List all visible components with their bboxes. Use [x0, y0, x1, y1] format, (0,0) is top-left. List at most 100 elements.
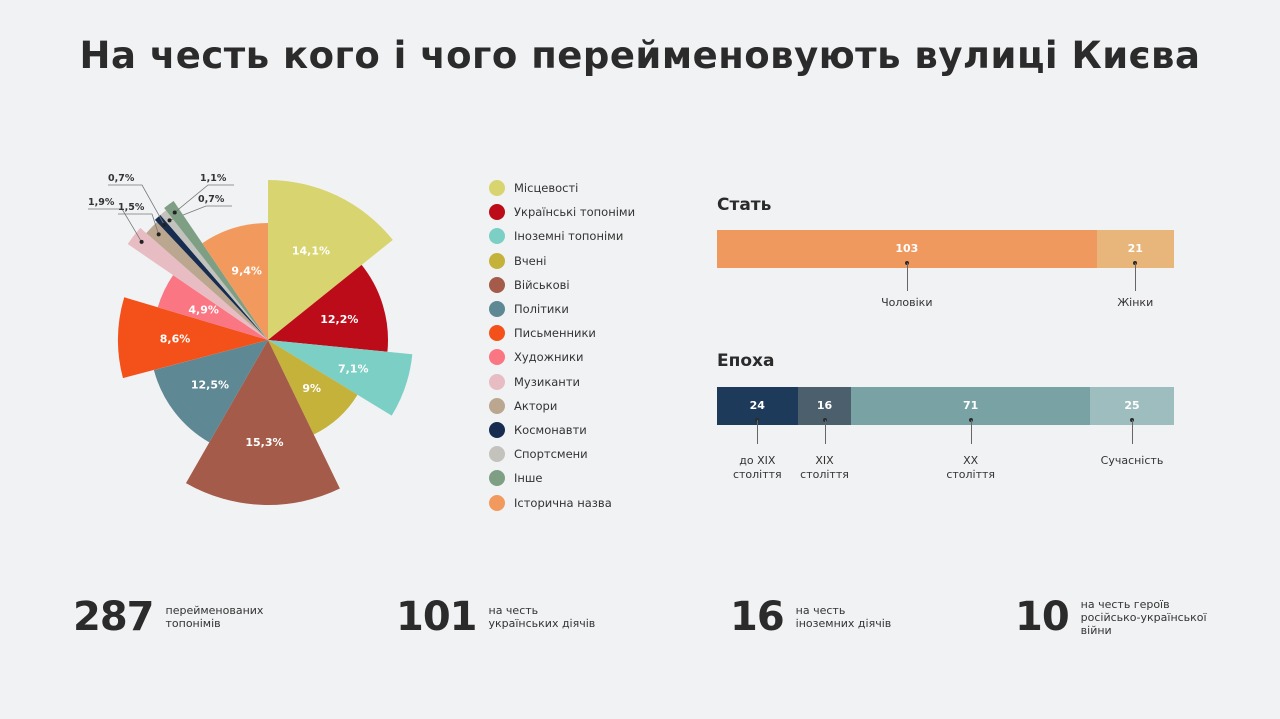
- leader-line: [906, 263, 908, 291]
- leader-dot: [172, 210, 177, 215]
- leader-dot: [167, 218, 172, 223]
- pie-label: 0,7%: [198, 194, 225, 205]
- pie-label: 1,1%: [200, 173, 227, 184]
- pie-label: 1,5%: [118, 202, 145, 213]
- epoch-title: Епоха: [717, 351, 775, 371]
- pie-slice-6: [118, 297, 269, 379]
- legend-label: Письменники: [514, 326, 596, 341]
- stat-ukrainian: 101 на честь українських діячів: [396, 594, 595, 640]
- stat-text: на честь українських діячів: [488, 604, 596, 630]
- pie-slice-7: [157, 275, 268, 340]
- pie-slice-8: [127, 227, 269, 340]
- legend-swatch: [489, 228, 505, 245]
- pie-slice-5: [153, 340, 268, 443]
- leader-line: [118, 213, 160, 235]
- legend-label: Іноземні топоніми: [514, 229, 624, 244]
- pie-slice-0: [268, 180, 393, 340]
- pie-label: 1,9%: [88, 197, 115, 208]
- legend-swatch: [489, 301, 505, 318]
- bar-value: 103: [895, 242, 919, 255]
- bar-value: 24: [749, 399, 765, 412]
- legend-label: Українські топоніми: [514, 205, 636, 220]
- bar-category-label: Чоловіки: [881, 296, 933, 309]
- pie-chart: 14,1%12,2%7,1%9%15,3%12,5%8,6%4,9%1,9% 1,…: [88, 173, 413, 505]
- pie-label: 12,2%: [320, 313, 358, 326]
- bar-value: 16: [816, 399, 833, 412]
- leader-line: [1131, 420, 1133, 444]
- legend-swatch: [489, 204, 505, 221]
- pie-slice-12: [164, 201, 268, 340]
- bar-category-label: XX століття: [946, 454, 996, 481]
- leader-dot: [156, 232, 161, 237]
- legend-swatch: [489, 446, 505, 463]
- legend-swatch: [489, 180, 505, 197]
- pie-label: 4,9%: [188, 303, 219, 316]
- pie-label: 14,1%: [292, 245, 330, 258]
- legend-item: Історична назва: [489, 490, 635, 514]
- pie-slice-13: [202, 223, 268, 340]
- gender-title: Стать: [717, 195, 772, 215]
- pie-label: 7,1%: [338, 363, 369, 376]
- leader-line: [757, 420, 759, 444]
- leader-line: [824, 420, 826, 444]
- legend-swatch: [489, 252, 505, 269]
- legend-label: Політики: [514, 302, 569, 317]
- pie-slice-1: [268, 264, 388, 352]
- bar-category-label: до XIX століття: [732, 454, 782, 481]
- legend-item: Місцевості: [489, 176, 635, 200]
- leader-dot: [139, 239, 144, 244]
- leader-line: [108, 184, 165, 226]
- leader-dot: [162, 222, 167, 227]
- legend-label: Актори: [514, 398, 558, 413]
- bar-segment: 16 XIX століття: [797, 387, 852, 481]
- legend-swatch: [489, 325, 505, 342]
- pie-label: 9%: [302, 382, 321, 395]
- stat-number: 10: [1015, 594, 1070, 640]
- stat-text: на честь героїв російсько-української ві…: [1080, 597, 1207, 637]
- legend-swatch: [489, 373, 505, 390]
- legend-item: Космонавти: [489, 418, 635, 442]
- pie-slice-4: [185, 340, 340, 505]
- stat-text: перейменованих топонімів: [165, 604, 264, 630]
- bar-segment: 71 XX століття: [851, 387, 1090, 481]
- pie-slice-11: [160, 210, 268, 340]
- legend-label: Місцевості: [514, 181, 579, 196]
- bar-segment: 21 Жінки: [1096, 230, 1174, 309]
- bar-segment: 25 Сучасність: [1089, 387, 1174, 467]
- legend-swatch: [489, 421, 505, 438]
- legend-item: Політики: [489, 297, 635, 321]
- legend-label: Спортсмени: [514, 447, 588, 462]
- bar-category-label: XIX століття: [800, 454, 849, 481]
- legend-item: Військові: [489, 273, 635, 297]
- gender-bar: 103 Чоловіки 21 Жінки: [717, 230, 1174, 309]
- legend-swatch: [489, 349, 505, 366]
- pie-slice-3: [268, 340, 358, 435]
- stat-number: 287: [73, 594, 154, 640]
- legend-item: Вчені: [489, 249, 635, 273]
- bar-category-label: Жінки: [1117, 296, 1154, 309]
- leader-line: [174, 184, 234, 213]
- legend-swatch: [489, 397, 505, 414]
- stat-war-heroes: 10 на честь героїв російсько-української…: [1015, 594, 1207, 640]
- legend-label: Вчені: [514, 253, 547, 268]
- stat-renamed: 287 перейменованих топонімів: [73, 594, 263, 640]
- leader-line: [1135, 263, 1137, 291]
- pie-label: 9,4%: [231, 265, 262, 278]
- page-title: На честь кого і чого перейменовують вули…: [79, 34, 1201, 77]
- pie-legend: Місцевості Українські топоніми Іноземні то…: [489, 176, 635, 515]
- legend-label: Історична назва: [514, 495, 612, 510]
- stat-text: на честь іноземних діячів: [795, 604, 892, 630]
- legend-swatch: [489, 494, 505, 511]
- epoch-bar: 24 до XIX століття 16 XIX століття 71 XX стол…: [717, 387, 1174, 481]
- pie-label: 15,3%: [245, 436, 283, 449]
- bar-value: 25: [1124, 399, 1140, 412]
- bar-value: 71: [963, 399, 979, 412]
- bar-category-label: Сучасність: [1100, 454, 1164, 467]
- pie-label: 12,5%: [191, 378, 229, 391]
- leader-line: [970, 420, 972, 444]
- stat-number: 16: [730, 594, 785, 640]
- legend-item: Художники: [489, 345, 635, 369]
- legend-item: Спортсмени: [489, 442, 635, 466]
- legend-item: Музиканти: [489, 370, 635, 394]
- legend-label: Космонавти: [514, 422, 587, 437]
